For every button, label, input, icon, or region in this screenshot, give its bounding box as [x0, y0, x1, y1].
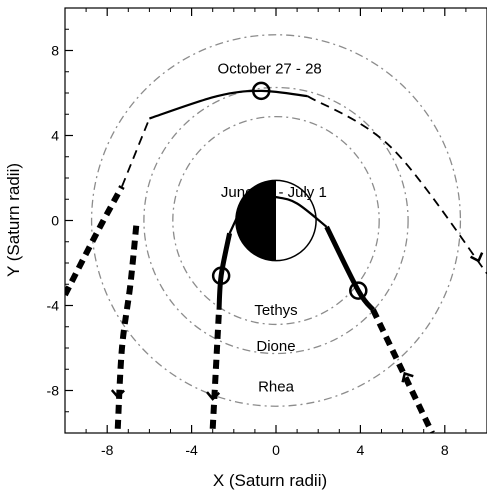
x-tick-label: -4	[185, 442, 198, 458]
y-axis-label: Y (Saturn radii)	[4, 163, 23, 277]
orbit-tethys	[172, 115, 380, 326]
trajectory-1-segment-2	[228, 191, 328, 234]
trajectory-1-segment-1	[216, 232, 233, 310]
y-tick-label: -8	[47, 383, 60, 399]
inbound-arrow-oct	[469, 252, 484, 263]
trajectory-1-closest-approach-marker-1	[349, 281, 368, 300]
x-tick-label: 8	[441, 442, 449, 458]
arrow-left-leg	[110, 389, 125, 399]
x-tick-label: 0	[272, 442, 280, 458]
orbit-label-dione: Dione	[256, 338, 295, 355]
orbit-dione	[143, 86, 409, 355]
plot-area: Tethys Dione Rhea October 27 - 28 June 30 - …	[65, 34, 487, 433]
orbit-label-tethys: Tethys	[254, 302, 297, 319]
y-tick-label: -4	[47, 298, 60, 314]
trajectory-1-closest-approach-marker-0	[211, 266, 231, 285]
trajectory-0-closest-approach-marker-0	[251, 81, 271, 101]
orbit-label-rhea: Rhea	[258, 378, 295, 395]
x-tick-label: 4	[357, 442, 365, 458]
x-axis-label: X (Saturn radii)	[213, 471, 327, 490]
trajectory-1-date-label: June 30 - July 1	[221, 184, 327, 201]
arrow-june-inbound	[206, 391, 221, 401]
trajectory-1-segment-0	[209, 309, 223, 429]
labels: X (Saturn radii) Y (Saturn radii)	[4, 163, 327, 490]
y-tick-label: 0	[51, 213, 59, 229]
arrow-june-outbound	[401, 371, 414, 383]
y-tick-label: 8	[51, 43, 59, 59]
trajectory-2-segment-0	[114, 220, 140, 429]
axes: -8 -4 0 4 8 8 4 0 -4 -8	[47, 7, 487, 458]
trajectory-0-segment-0	[65, 185, 125, 297]
trajectory-0-segment-1	[121, 118, 151, 187]
trajectory-1-segment-4	[370, 308, 435, 433]
orbit-rhea	[90, 34, 462, 407]
x-tick-label: -8	[101, 442, 114, 458]
y-tick-label: 4	[51, 128, 59, 144]
trajectory-1-segment-3	[324, 225, 376, 312]
trajectory-0-segment-2	[149, 89, 308, 120]
trajectory-0-date-label: October 27 - 28	[218, 61, 322, 78]
